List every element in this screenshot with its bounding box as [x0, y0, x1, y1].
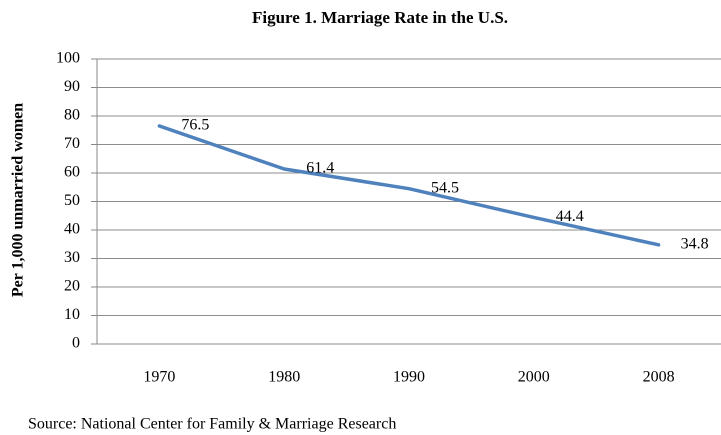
y-tick-label: 80 — [64, 107, 80, 124]
y-tick-label: 90 — [64, 78, 80, 95]
source-note: Source: National Center for Family & Mar… — [28, 416, 396, 433]
y-tick-label: 10 — [64, 306, 80, 323]
x-tick-label: 2008 — [643, 369, 675, 386]
data-label: 44.4 — [556, 208, 584, 225]
chart-title: Figure 1. Marriage Rate in the U.S. — [252, 8, 508, 27]
data-line — [157, 124, 661, 247]
y-tick-label: 30 — [64, 249, 80, 266]
y-tick-label: 70 — [64, 135, 80, 152]
data-label: 61.4 — [306, 160, 334, 177]
x-tick-label: 1980 — [268, 369, 300, 386]
y-tick-label: 50 — [64, 192, 80, 209]
data-label: 34.8 — [681, 235, 709, 252]
y-tick-label: 60 — [64, 164, 80, 181]
x-tick-label: 1970 — [143, 369, 175, 386]
y-tick-label: 20 — [64, 278, 80, 295]
y-tick-label: 100 — [56, 50, 80, 67]
data-label: 76.5 — [181, 117, 209, 134]
data-label: 54.5 — [431, 179, 459, 196]
y-tick-label: 40 — [64, 221, 80, 238]
x-tick-label: 1990 — [393, 369, 425, 386]
y-tick-label: 0 — [72, 335, 80, 352]
x-tick-label: 2000 — [518, 369, 550, 386]
y-axis-label: Per 1,000 unmarried women — [10, 103, 27, 297]
